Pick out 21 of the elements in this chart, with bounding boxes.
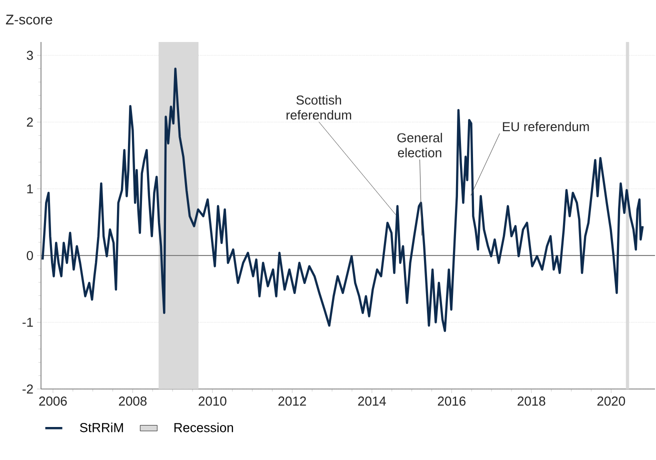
annotation: EU referendum [502, 122, 589, 132]
y-tick-label: 3 [26, 50, 33, 60]
x-tick-label: 2014 [358, 396, 386, 406]
annotation: Scottish referendum [286, 95, 352, 120]
y-tick-label: 1 [27, 184, 33, 194]
line-series [41, 68, 644, 332]
x-tick-label: 2010 [198, 396, 226, 406]
x-tick-label: 2008 [118, 396, 147, 406]
legend-label: Recession [174, 422, 234, 432]
x-tick-label: 2020 [597, 396, 626, 406]
y-tick-label: -1 [22, 318, 33, 327]
y-tick-label: 0 [26, 250, 33, 260]
legend-label: StRRiM [80, 422, 123, 432]
x-tick-label: 2012 [278, 396, 306, 406]
x-tick-label: 2018 [518, 396, 546, 406]
x-tick-label: 2016 [438, 396, 466, 406]
x-tick-label: 2006 [39, 396, 67, 406]
annotation: General election [397, 132, 442, 158]
y-axis-title: Z-score [6, 14, 52, 24]
y-tick-label: 2 [26, 118, 33, 127]
y-tick-label: -2 [22, 384, 33, 394]
